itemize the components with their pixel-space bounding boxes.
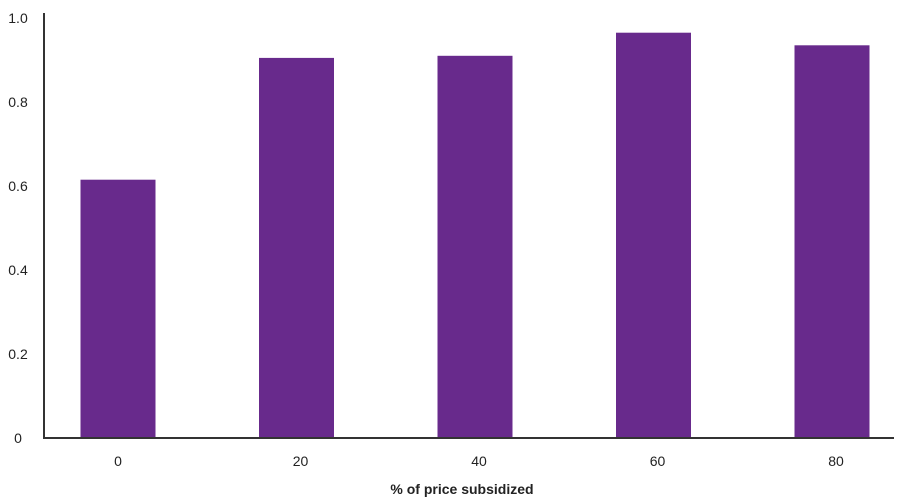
bar-80 [794, 45, 870, 439]
x-tick-label: 40 [471, 453, 487, 469]
bar-40 [437, 55, 513, 439]
bar-60 [616, 32, 691, 438]
bar-20 [259, 57, 334, 439]
y-tick-label: 0 [14, 430, 22, 446]
y-tick-label: 0.2 [8, 346, 28, 362]
x-axis-title: % of price subsidized [390, 481, 533, 497]
y-axis-ticks: 0 0.2 0.4 0.6 0.8 1.0 [8, 10, 28, 446]
x-tick-label: 0 [114, 453, 122, 469]
bars [80, 32, 870, 439]
x-tick-label: 20 [293, 453, 309, 469]
y-tick-label: 0.6 [8, 178, 28, 194]
x-tick-label: 60 [650, 453, 666, 469]
bar-0 [80, 179, 156, 438]
y-tick-label: 0.8 [8, 94, 28, 110]
x-tick-label: 80 [828, 453, 844, 469]
y-tick-label: 0.4 [8, 262, 28, 278]
y-tick-label: 1.0 [8, 10, 28, 26]
x-axis-ticks: 0 20 40 60 80 [114, 453, 844, 469]
